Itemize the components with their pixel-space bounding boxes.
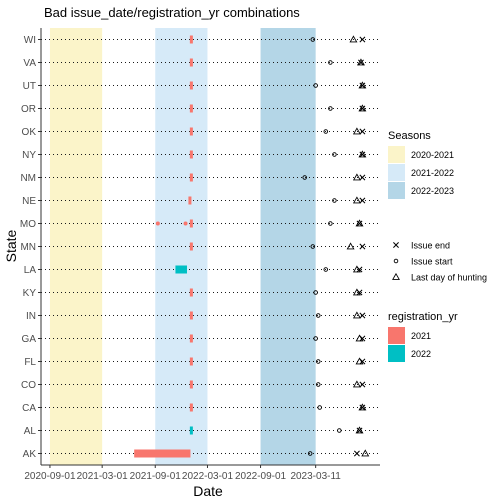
issue-end-IN bbox=[360, 313, 365, 318]
issue-range-WI bbox=[190, 36, 193, 44]
y-tick-label-NM: NM bbox=[20, 173, 36, 184]
y-tick-label-NY: NY bbox=[22, 150, 36, 161]
issue-range-MN bbox=[190, 243, 193, 251]
legend-season-label-0: 2020-2021 bbox=[411, 150, 454, 160]
x-tick-label-1: 2021-03-01 bbox=[77, 471, 129, 482]
x-tick-label-5: 2023-03-11 bbox=[290, 471, 341, 482]
last-day-hunting-NE bbox=[354, 197, 360, 203]
legend-season-swatch-0 bbox=[388, 146, 405, 163]
legend-season-swatch-2 bbox=[388, 182, 405, 199]
legend-seasons-title: Seasons bbox=[388, 130, 431, 142]
issue-start-IN bbox=[316, 314, 320, 318]
legend-season-label-1: 2021-2022 bbox=[411, 168, 454, 178]
x-axis-title: Date bbox=[193, 483, 223, 499]
legend-marker-label-1: Issue start bbox=[411, 257, 453, 267]
issue-start-CA bbox=[318, 406, 322, 410]
y-tick-label-KY: KY bbox=[23, 288, 37, 299]
x-tick-label-2: 2021-09-01 bbox=[130, 471, 182, 482]
issue-point-MO-0 bbox=[156, 222, 160, 226]
y-tick-label-IN: IN bbox=[26, 311, 36, 322]
y-tick-label-AL: AL bbox=[24, 426, 37, 437]
y-tick-label-VA: VA bbox=[23, 58, 36, 69]
issue-end-WI bbox=[360, 37, 365, 42]
last-day-hunting-CO bbox=[354, 381, 360, 387]
issue-start-CO bbox=[316, 383, 320, 387]
issue-end-OK bbox=[360, 129, 365, 134]
issue-range-NE bbox=[188, 197, 191, 205]
x-tick-label-4: 2022-09-01 bbox=[235, 471, 287, 482]
y-tick-label-FL: FL bbox=[24, 357, 36, 368]
legend-season-label-2: 2022-2023 bbox=[411, 186, 454, 196]
last-day-hunting-MN bbox=[347, 243, 353, 249]
legend-marker-label-2: Last day of hunting bbox=[411, 273, 487, 283]
issue-range-UT bbox=[190, 82, 193, 90]
issue-end-NM bbox=[360, 175, 365, 180]
y-tick-label-CA: CA bbox=[22, 403, 36, 414]
issue-range-FL bbox=[190, 358, 193, 366]
issue-range-NM bbox=[190, 174, 193, 182]
issue-range-AK bbox=[134, 450, 190, 458]
issue-range-AL bbox=[190, 427, 193, 435]
issue-range-KY bbox=[190, 289, 193, 297]
y-tick-label-NE: NE bbox=[22, 196, 36, 207]
issue-range-OK bbox=[190, 128, 193, 136]
issue-start-FL bbox=[316, 360, 320, 364]
y-tick-label-AK: AK bbox=[23, 449, 37, 460]
legend-marker-circle-icon bbox=[394, 259, 398, 263]
issue-start-AL bbox=[338, 429, 342, 433]
y-tick-label-UT: UT bbox=[23, 81, 36, 92]
x-tick-label-3: 2022-03-01 bbox=[182, 471, 234, 482]
legend-reg-swatch-0 bbox=[388, 327, 405, 344]
legend-reg-label-1: 2022 bbox=[411, 349, 431, 359]
issue-range-OR bbox=[190, 105, 193, 113]
legend-reg-swatch-1 bbox=[388, 345, 405, 362]
issue-end-MN bbox=[360, 244, 365, 249]
last-day-hunting-NM bbox=[354, 174, 360, 180]
x-tick-label-0: 2020-09-01 bbox=[24, 471, 76, 482]
issue-range-MO bbox=[190, 220, 193, 228]
season-band-2022-2023 bbox=[261, 28, 316, 465]
y-tick-label-MO: MO bbox=[20, 219, 36, 230]
y-tick-label-GA: GA bbox=[22, 334, 37, 345]
chart-title: Bad issue_date/registration_yr combinati… bbox=[44, 5, 300, 20]
legend-marker-cross-icon bbox=[393, 242, 398, 247]
last-day-hunting-OK bbox=[354, 128, 360, 134]
last-day-hunting-IN bbox=[354, 312, 360, 318]
y-tick-label-LA: LA bbox=[24, 265, 37, 276]
issue-range-IN bbox=[190, 312, 193, 320]
legend-marker-label-0: Issue end bbox=[411, 241, 450, 251]
issue-end-CO bbox=[360, 382, 365, 387]
legend-registration-title: registration_yr bbox=[388, 311, 458, 323]
issue-point-MO-1 bbox=[184, 222, 188, 226]
y-tick-label-MN: MN bbox=[20, 242, 36, 253]
plot-area bbox=[41, 28, 380, 465]
issue-range-NY bbox=[190, 151, 193, 159]
issue-range-CA bbox=[190, 404, 193, 412]
legends: Seasons 2020-2021 2021-2022 2022-2023 Issue … bbox=[388, 130, 487, 362]
y-tick-label-CO: CO bbox=[21, 380, 36, 391]
issue-range-GA bbox=[190, 335, 193, 343]
y-tick-label-OR: OR bbox=[21, 104, 36, 115]
issue-range-LA bbox=[175, 266, 187, 274]
legend-season-swatch-1 bbox=[388, 164, 405, 181]
legend-reg-label-0: 2021 bbox=[411, 331, 431, 341]
issue-end-NE bbox=[360, 198, 365, 203]
y-tick-label-WI: WI bbox=[24, 35, 36, 46]
y-axis-title: State bbox=[3, 229, 19, 262]
issue-range-CO bbox=[190, 381, 193, 389]
legend-marker-triangle-icon bbox=[393, 274, 399, 280]
y-tick-label-OK: OK bbox=[22, 127, 37, 138]
issue-end-AK bbox=[354, 451, 359, 456]
issue-range-VA bbox=[190, 59, 193, 67]
